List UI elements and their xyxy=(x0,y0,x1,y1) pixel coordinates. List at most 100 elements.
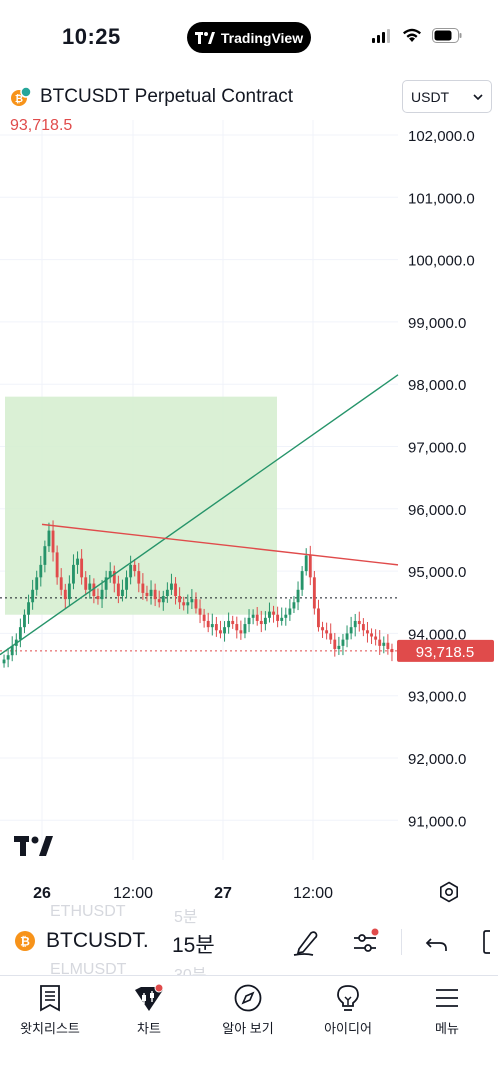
candle-body xyxy=(6,655,10,660)
indicators-icon[interactable] xyxy=(350,927,380,957)
candle-body xyxy=(378,639,382,646)
candle-body xyxy=(51,530,55,553)
tradingview-pill: TradingView xyxy=(187,22,311,53)
candle-body xyxy=(333,639,337,649)
candle-body xyxy=(386,642,390,649)
chart-settings-icon[interactable] xyxy=(438,881,460,903)
nav-explore[interactable]: 알아 보기 xyxy=(198,984,298,1037)
candle-body xyxy=(390,648,394,653)
candle-body xyxy=(157,599,161,603)
battery-icon xyxy=(432,28,462,43)
time-axis-tick: 26 xyxy=(33,885,51,902)
candle-body xyxy=(59,577,63,590)
range-highlight-box xyxy=(5,396,277,615)
symbol-selector[interactable]: ₿ BTCUSDT. xyxy=(14,929,149,953)
candle-body xyxy=(288,608,292,615)
time-axis-tick: 27 xyxy=(214,885,232,902)
price-chart[interactable]: 102,000.0 101,000.0 100,000.0 99,000.0 98,00… xyxy=(0,120,498,910)
tradingview-pill-label: TradingView xyxy=(220,29,304,46)
nav-menu[interactable]: 메뉴 xyxy=(397,984,497,1037)
price-axis-tick: 95,000.0 xyxy=(408,564,466,581)
candle-body xyxy=(112,571,116,584)
system-status-icons xyxy=(372,28,462,43)
nav-watchlist[interactable]: 왓치리스트 xyxy=(0,984,100,1037)
candle-body xyxy=(149,589,153,597)
undo-icon[interactable] xyxy=(422,927,452,957)
ghost-symbol-top: ETHUSDT xyxy=(50,905,126,920)
candle-body xyxy=(304,555,308,572)
bottom-navigation: 왓치리스트 차트 알아 보기 아이디어 메뉴 xyxy=(0,975,498,1080)
status-time: 10:25 xyxy=(62,24,121,49)
time-axis[interactable]: 26 12:00 27 12:00 xyxy=(33,885,333,902)
candle-body xyxy=(374,636,378,640)
chevron-down-icon xyxy=(473,93,483,100)
candle-body xyxy=(35,577,39,590)
status-bar: 10:25 TradingView xyxy=(0,0,498,76)
candle-body xyxy=(47,530,51,547)
candle-body xyxy=(214,624,218,631)
currency-select[interactable]: USDT xyxy=(402,80,492,113)
drawing-tools-icon[interactable] xyxy=(291,927,321,957)
nav-ideas[interactable]: 아이디어 xyxy=(298,984,398,1037)
candle-body xyxy=(243,624,247,634)
price-axis-tick: 93,000.0 xyxy=(408,689,466,706)
price-axis[interactable]: 102,000.0 101,000.0 100,000.0 99,000.0 98,00… xyxy=(408,128,475,830)
candle-body xyxy=(116,583,120,597)
fullscreen-icon[interactable] xyxy=(480,927,498,957)
symbol-title: BTCUSDT Perpetual Contract xyxy=(40,86,294,107)
candle-body xyxy=(129,564,133,578)
candle-body xyxy=(182,602,186,606)
candle-body xyxy=(27,602,30,615)
ghost-interval-bottom: 30분 xyxy=(174,961,207,975)
compass-icon xyxy=(234,984,262,1012)
candle-body xyxy=(317,608,320,628)
tradingview-watermark-logo xyxy=(14,836,53,856)
svg-text:₿: ₿ xyxy=(15,93,23,105)
nav-chart-label: 차트 xyxy=(137,1021,161,1036)
btc-coin-icon: ₿ xyxy=(15,931,35,951)
candle-body xyxy=(170,583,173,590)
candle-body xyxy=(18,627,22,640)
candle-body xyxy=(308,555,312,578)
candle-body xyxy=(276,614,280,621)
candle-body xyxy=(219,630,222,634)
trendline-ascending[interactable] xyxy=(0,374,399,656)
candle-body xyxy=(133,564,137,572)
candle-body xyxy=(104,577,108,590)
symbol-header[interactable]: ₿ BTCUSDT Perpetual Contract xyxy=(10,86,293,108)
interval-selector[interactable]: 15분 xyxy=(172,934,215,957)
trendline-descending[interactable] xyxy=(41,523,399,566)
candle-body xyxy=(194,599,198,609)
candle-body xyxy=(280,617,284,621)
candle-body xyxy=(178,596,182,603)
candle-body xyxy=(231,620,235,625)
watchlist-icon xyxy=(40,985,60,1012)
candle-body xyxy=(10,645,14,656)
candle-body xyxy=(292,602,296,609)
price-axis-tick: 96,000.0 xyxy=(408,502,466,519)
candle-body xyxy=(76,558,79,565)
candle-body xyxy=(121,589,124,597)
candle-body xyxy=(153,589,157,600)
candle-body xyxy=(247,617,251,625)
candle-body xyxy=(300,571,304,590)
candle-body xyxy=(206,620,210,628)
candle-body xyxy=(235,624,239,631)
candle-body xyxy=(272,611,275,615)
candle-body xyxy=(263,617,267,625)
candle-body xyxy=(39,564,43,578)
menu-icon xyxy=(436,989,458,1007)
candle-body xyxy=(325,630,329,634)
candle-body xyxy=(190,599,194,603)
nav-ideas-label: 아이디어 xyxy=(324,1021,372,1036)
candle-body xyxy=(55,552,59,578)
price-axis-tick: 97,000.0 xyxy=(408,440,466,457)
price-axis-tick: 98,000.0 xyxy=(408,377,466,394)
candle-body xyxy=(125,577,128,590)
candle-body xyxy=(31,589,35,603)
candle-body xyxy=(321,627,324,631)
candle-body xyxy=(312,577,316,609)
candle-body xyxy=(43,546,47,565)
price-axis-tick: 99,000.0 xyxy=(408,315,466,332)
nav-chart[interactable]: 차트 xyxy=(99,984,199,1037)
